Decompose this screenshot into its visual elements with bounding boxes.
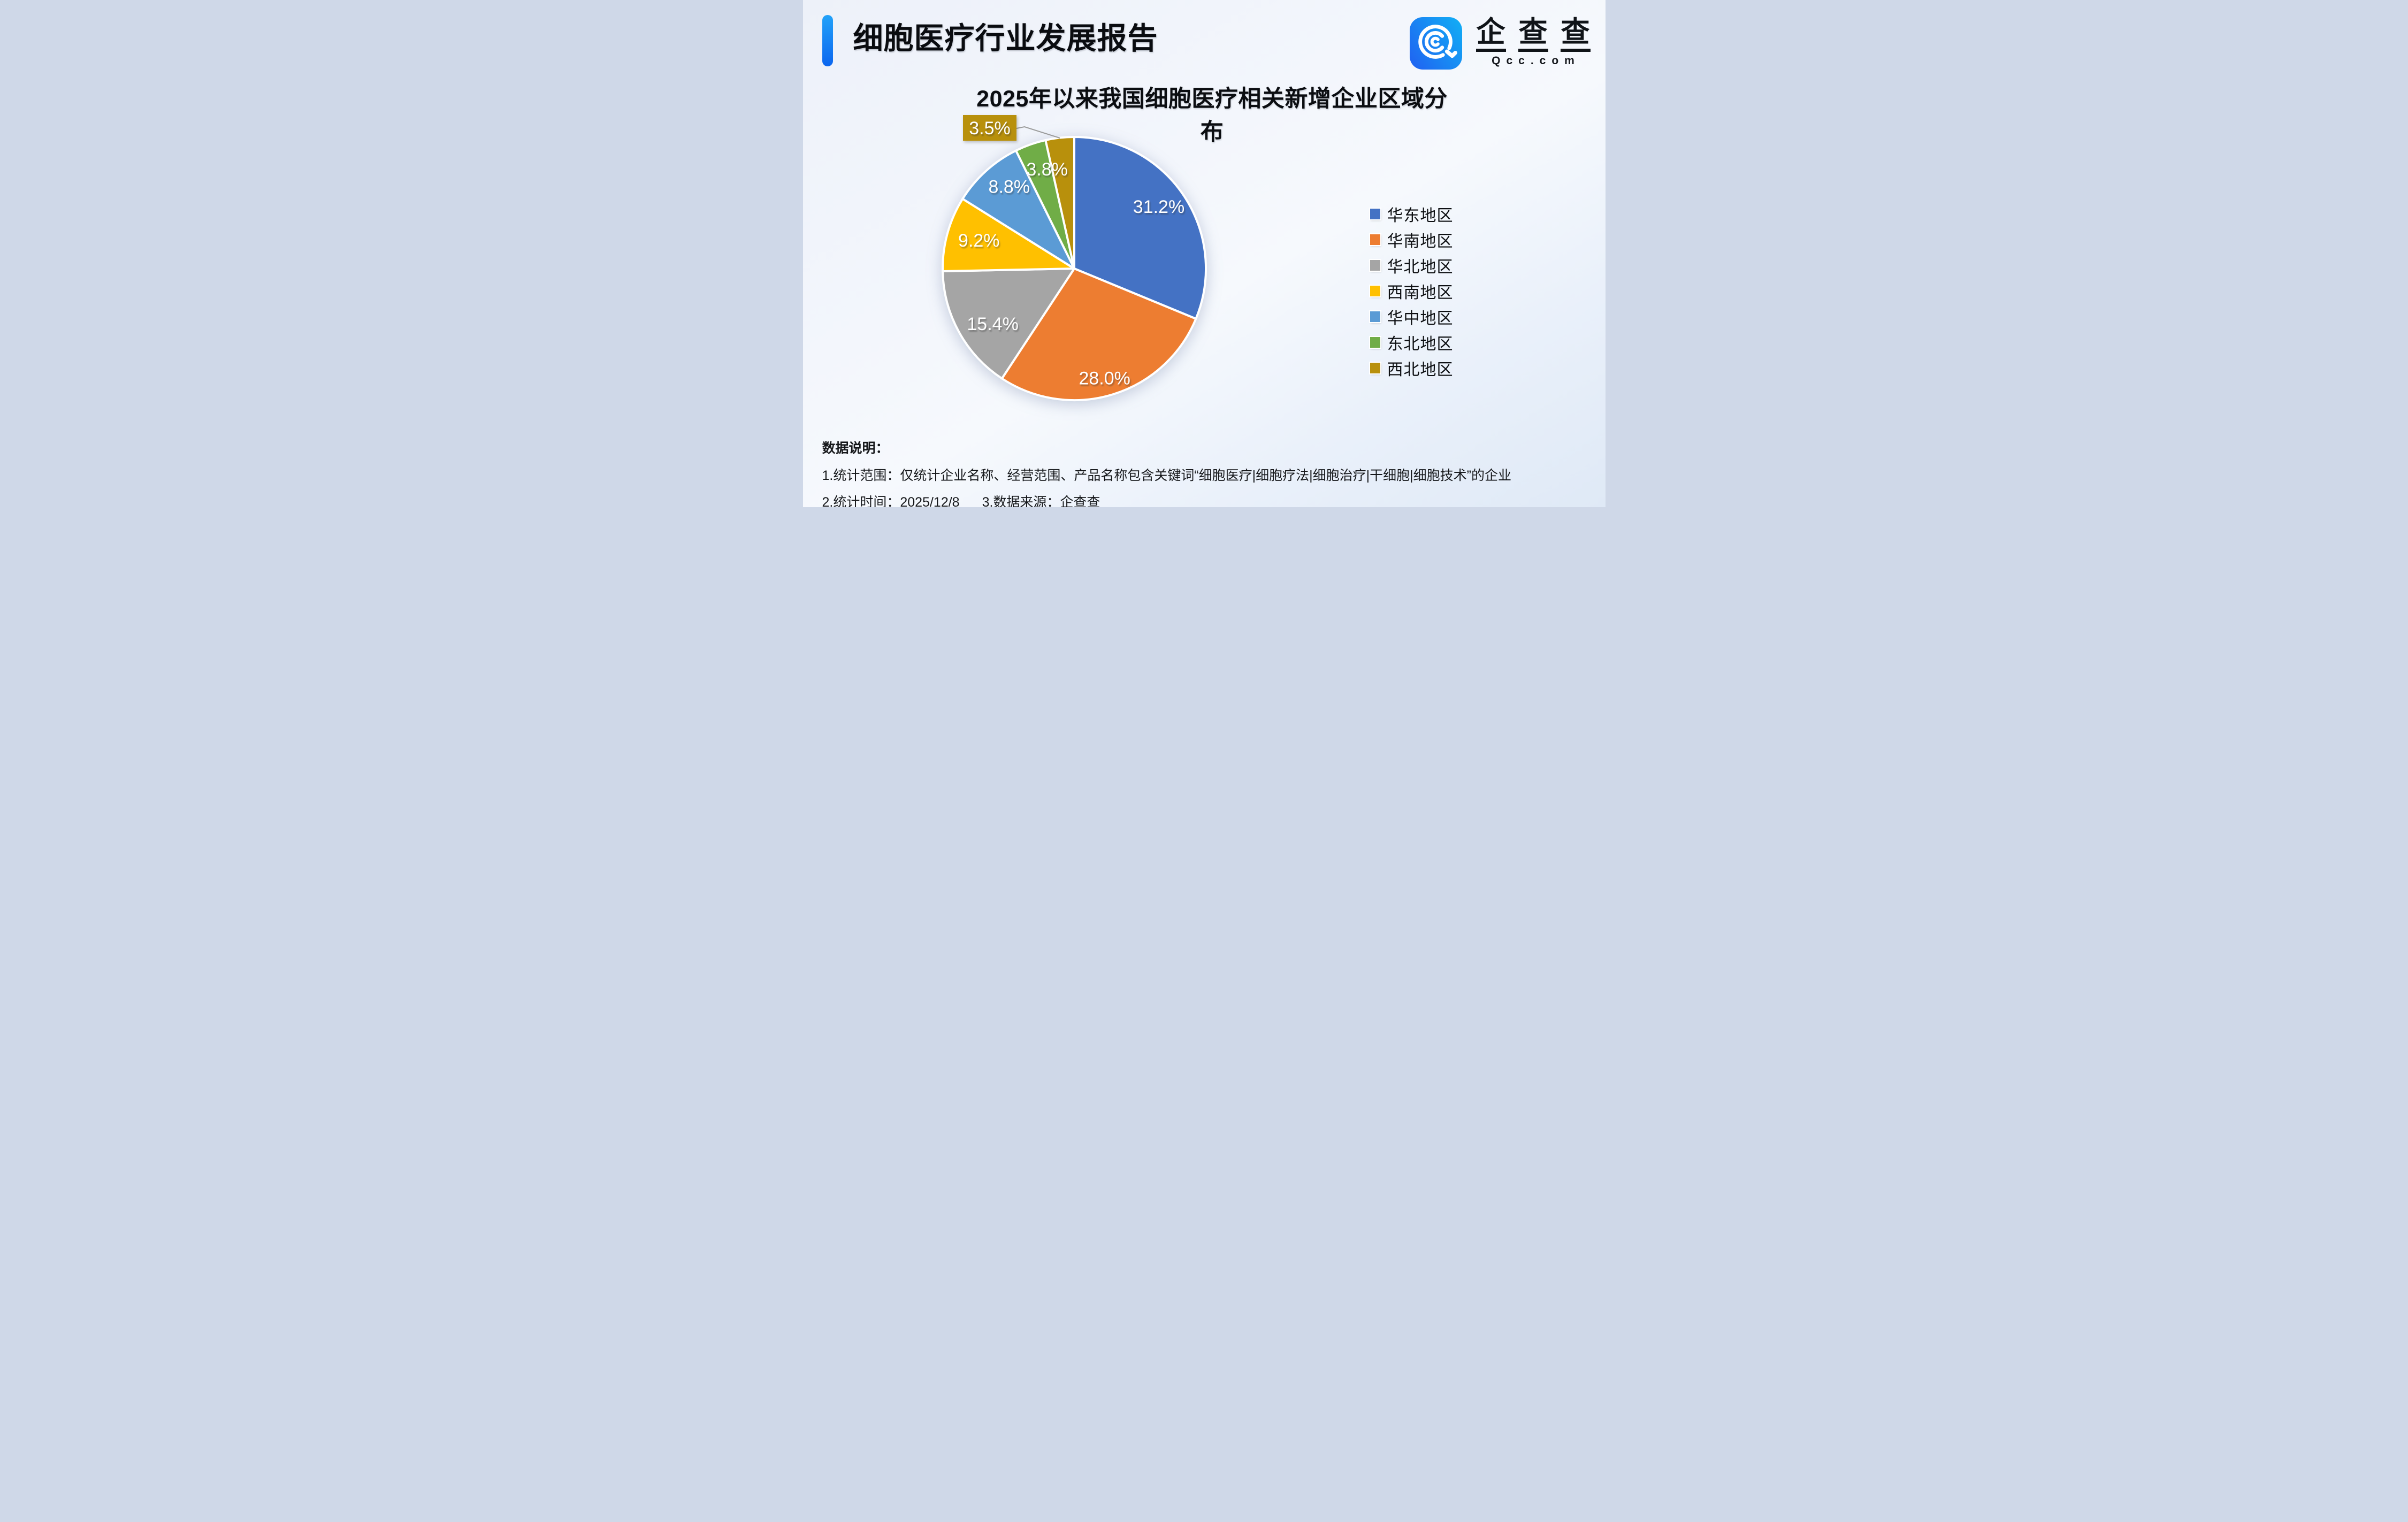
legend-item-华中地区: 华中地区 [1370,304,1454,330]
pie-slice-西南地区 [941,197,1075,272]
pie-slice-华北地区 [941,267,1075,380]
footer-note-2a: 2.统计时间：2025/12/8 [822,495,960,507]
logo-text: 企查查 [1476,18,1591,52]
legend-swatch [1370,260,1380,271]
legend-item-华东地区: 华东地区 [1370,201,1454,227]
legend-label: 华南地区 [1387,233,1454,250]
qcc-logo-icon [1409,17,1462,70]
legend-swatch [1370,234,1380,245]
callout-leader-line [1016,126,1060,139]
legend-label: 华北地区 [1387,258,1454,276]
footer-note-2b: 3.数据来源：企查查 [982,495,1100,507]
qcc-logo-text-block: 企查查 Qcc.com [1476,18,1591,67]
legend-label: 西南地区 [1387,284,1454,302]
pie-label-华东地区: 31.2% [1133,197,1184,217]
pie-label-华南地区: 28.0% [1079,368,1130,388]
title-accent-bar [822,15,833,66]
infographic-page: 细胞医疗行业发展报告 企查查 Qcc.com 2025年以来我国细胞医疗相关新增… [802,0,1606,507]
legend-swatch [1370,209,1380,219]
legend: 华东地区华南地区华北地区西南地区华中地区东北地区西北地区 [1370,201,1454,381]
footer-note-2: 2.统计时间：2025/12/8 3.数据来源：企查查 [822,492,1100,507]
legend-label: 华东地区 [1387,207,1454,225]
page-title: 细胞医疗行业发展报告 [853,21,1158,55]
callout-label: 3.5% [969,118,1011,139]
legend-swatch [1370,286,1380,296]
legend-label: 西北地区 [1387,361,1454,379]
legend-swatch [1370,363,1380,373]
pie-label-东北地区: 3.8% [1026,159,1068,180]
legend-swatch [1370,337,1380,348]
pie-label-华北地区: 15.4% [967,314,1018,334]
logo-char: 查 [1560,18,1591,52]
legend-item-华北地区: 华北地区 [1370,253,1454,278]
legend-swatch [1370,311,1380,322]
logo-char: 查 [1518,18,1548,52]
legend-item-西南地区: 西南地区 [1370,278,1454,304]
logo-domain: Qcc.com [1492,55,1580,67]
logo-char: 企 [1476,18,1506,52]
pie-slice-华中地区 [961,149,1075,270]
pie-chart: 31.2% 28.0% 15.4% 9.2% 8.8%3.8% 3.5% [941,115,1207,401]
chart-title: 2025年以来我国细胞医疗相关新增企业区域分布 [976,86,1448,145]
pie-label-西南地区: 9.2% [958,231,1000,251]
pie-slice-华南地区 [1000,267,1197,401]
footer-note-1: 1.统计范围：仅统计企业名称、经营范围、产品名称包含关键词“细胞医疗|细胞疗法|… [822,468,1511,483]
pie-slice-华东地区 [1073,136,1207,320]
footer-heading: 数据说明： [822,441,889,456]
legend-item-东北地区: 东北地区 [1370,330,1454,355]
legend-label: 东北地区 [1387,335,1454,353]
callout-box [962,115,1016,141]
pie-label-华中地区: 8.8% [988,177,1030,197]
legend-item-西北地区: 西北地区 [1370,355,1454,381]
legend-item-华南地区: 华南地区 [1370,227,1454,253]
legend-label: 华中地区 [1387,310,1454,327]
